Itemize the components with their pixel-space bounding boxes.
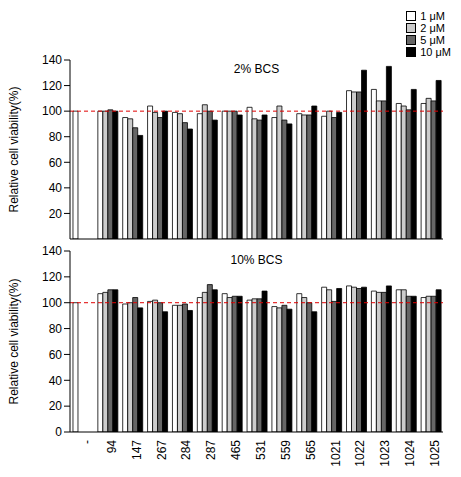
svg-text:1023: 1023	[378, 440, 392, 467]
svg-text:565: 565	[304, 440, 318, 460]
svg-text:94: 94	[105, 440, 119, 454]
svg-text:559: 559	[279, 440, 293, 460]
svg-text:120: 120	[42, 79, 62, 93]
svg-text:267: 267	[155, 440, 169, 460]
html-text:10% BCS: 10% BCS	[230, 253, 283, 267]
svg-text:0: 0	[55, 425, 62, 439]
svg-text:287: 287	[204, 440, 218, 460]
svg-text:40: 40	[49, 181, 63, 195]
svg-text:1021: 1021	[329, 440, 343, 467]
svg-text:1024: 1024	[403, 440, 417, 467]
svg-text:284: 284	[179, 440, 193, 460]
svg-text:40: 40	[49, 374, 63, 388]
svg-text:140: 140	[42, 53, 62, 67]
html-text:2% BCS: 2% BCS	[233, 62, 280, 76]
svg-text:1025: 1025	[428, 440, 442, 467]
svg-text:20: 20	[49, 207, 63, 221]
svg-text:Relative cell viability(%): Relative cell viability(%)	[8, 86, 21, 212]
svg-text:Relative cell viability(%): Relative cell viability(%)	[8, 278, 21, 404]
svg-text:531: 531	[254, 440, 268, 460]
html-text:2 μM: 2 μM	[420, 22, 445, 34]
svg-text:-: -	[80, 440, 94, 444]
svg-text:465: 465	[229, 440, 243, 460]
svg-text:80: 80	[49, 130, 63, 144]
svg-text:140: 140	[42, 244, 62, 258]
svg-text:1022: 1022	[353, 440, 367, 467]
svg-text:100: 100	[42, 104, 62, 118]
svg-text:80: 80	[49, 322, 63, 336]
svg-text:20: 20	[49, 399, 63, 413]
html-text:1 μM: 1 μM	[420, 10, 445, 22]
svg-text:60: 60	[49, 156, 63, 170]
html-text:10 μM: 10 μM	[420, 46, 451, 58]
svg-text:60: 60	[49, 348, 63, 362]
svg-text:100: 100	[42, 296, 62, 310]
svg-text:147: 147	[130, 440, 144, 460]
svg-text:120: 120	[42, 270, 62, 284]
html-text:5 μM: 5 μM	[420, 34, 445, 46]
